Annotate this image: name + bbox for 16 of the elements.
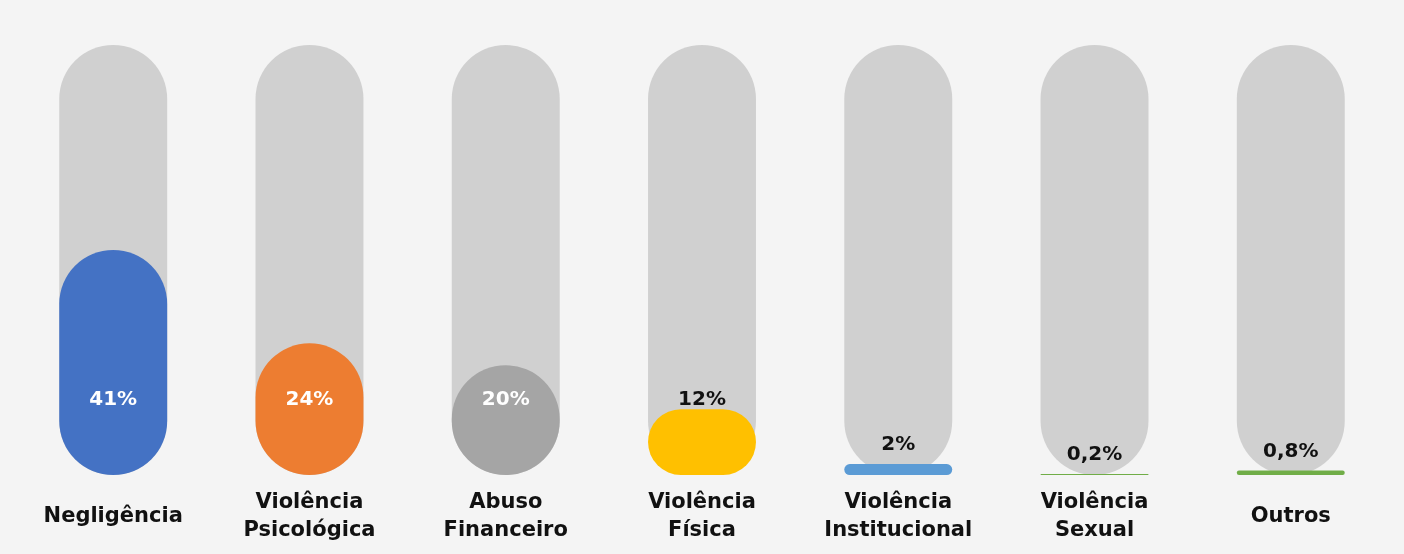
data-label: 0,2% <box>1066 440 1123 465</box>
data-label: 24% <box>285 386 334 410</box>
x-tick-label: Violência Institucional <box>824 489 973 541</box>
data-label: 0,8% <box>1263 437 1319 462</box>
data-label: 20% <box>481 386 530 410</box>
data-label: 12% <box>678 386 726 410</box>
x-tick-label: Outros <box>1250 503 1331 527</box>
data-label: 41% <box>89 386 138 410</box>
data-label: 2% <box>881 431 916 456</box>
x-tick-label: Violência Sexual <box>1040 489 1149 541</box>
x-tick-label: Violência Física <box>648 489 756 541</box>
bar <box>1236 470 1345 475</box>
x-tick-label: Violência Psicológica <box>243 489 376 541</box>
x-tick-label: Abuso Financeiro <box>443 489 568 541</box>
x-tick-label: Negligência <box>43 503 183 527</box>
bar <box>844 464 953 475</box>
